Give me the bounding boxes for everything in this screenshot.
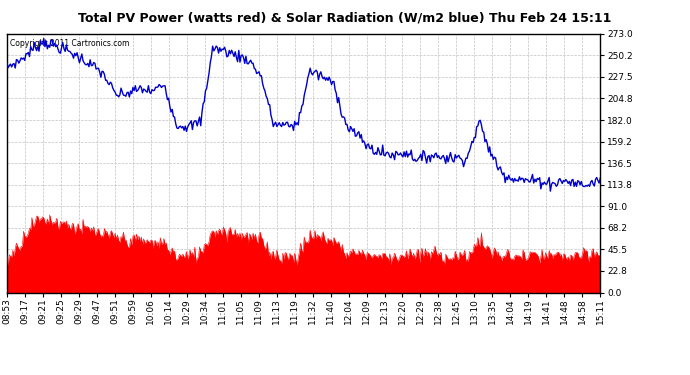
Text: Total PV Power (watts red) & Solar Radiation (W/m2 blue) Thu Feb 24 15:11: Total PV Power (watts red) & Solar Radia…: [78, 11, 612, 24]
Text: Copyright 2011 Cartronics.com: Copyright 2011 Cartronics.com: [10, 39, 129, 48]
